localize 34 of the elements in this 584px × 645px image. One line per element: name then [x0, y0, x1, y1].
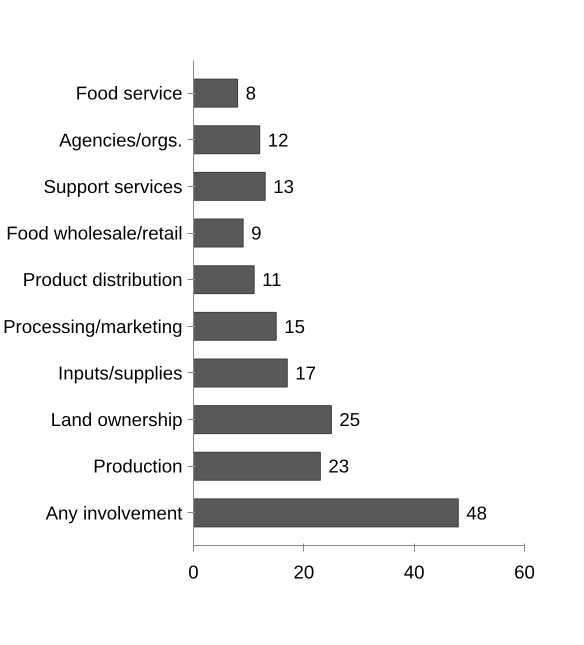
bar — [194, 498, 459, 528]
bar — [194, 172, 266, 201]
data-label: 48 — [466, 502, 488, 524]
y-tick-label: Inputs/supplies — [58, 362, 183, 384]
data-label: 9 — [251, 222, 262, 244]
x-tick-label: 60 — [514, 562, 535, 582]
y-tick-label: Agencies/orgs. — [59, 129, 183, 150]
y-tick-label: Product distribution — [22, 269, 183, 290]
x-tick-label: 0 — [188, 562, 199, 582]
data-label: 11 — [262, 269, 282, 290]
y-tick-label: Food wholesale/retail — [6, 222, 182, 244]
data-label: 17 — [295, 362, 316, 384]
x-tick-label: 40 — [404, 562, 425, 582]
data-label: 15 — [284, 316, 306, 337]
bar — [194, 265, 255, 294]
bar — [194, 218, 244, 248]
data-label: 23 — [328, 456, 350, 477]
y-tick-label: Food service — [76, 82, 183, 104]
bar — [194, 358, 288, 388]
x-tick-label: 20 — [293, 562, 314, 582]
y-tick-label: Support services — [44, 176, 183, 197]
y-tick-label: Land ownership — [50, 409, 183, 430]
bar — [194, 125, 260, 154]
data-label: 8 — [246, 82, 256, 104]
data-label: 13 — [273, 176, 294, 197]
y-tick-label: Production — [93, 456, 183, 477]
bar — [194, 405, 332, 434]
bar — [194, 452, 321, 481]
bar — [194, 78, 238, 108]
bar — [194, 312, 277, 341]
y-tick-label: Processing/marketing — [3, 316, 183, 337]
data-label: 12 — [268, 129, 288, 150]
data-label: 25 — [339, 409, 360, 430]
y-tick-label: Any involvement — [46, 502, 184, 524]
